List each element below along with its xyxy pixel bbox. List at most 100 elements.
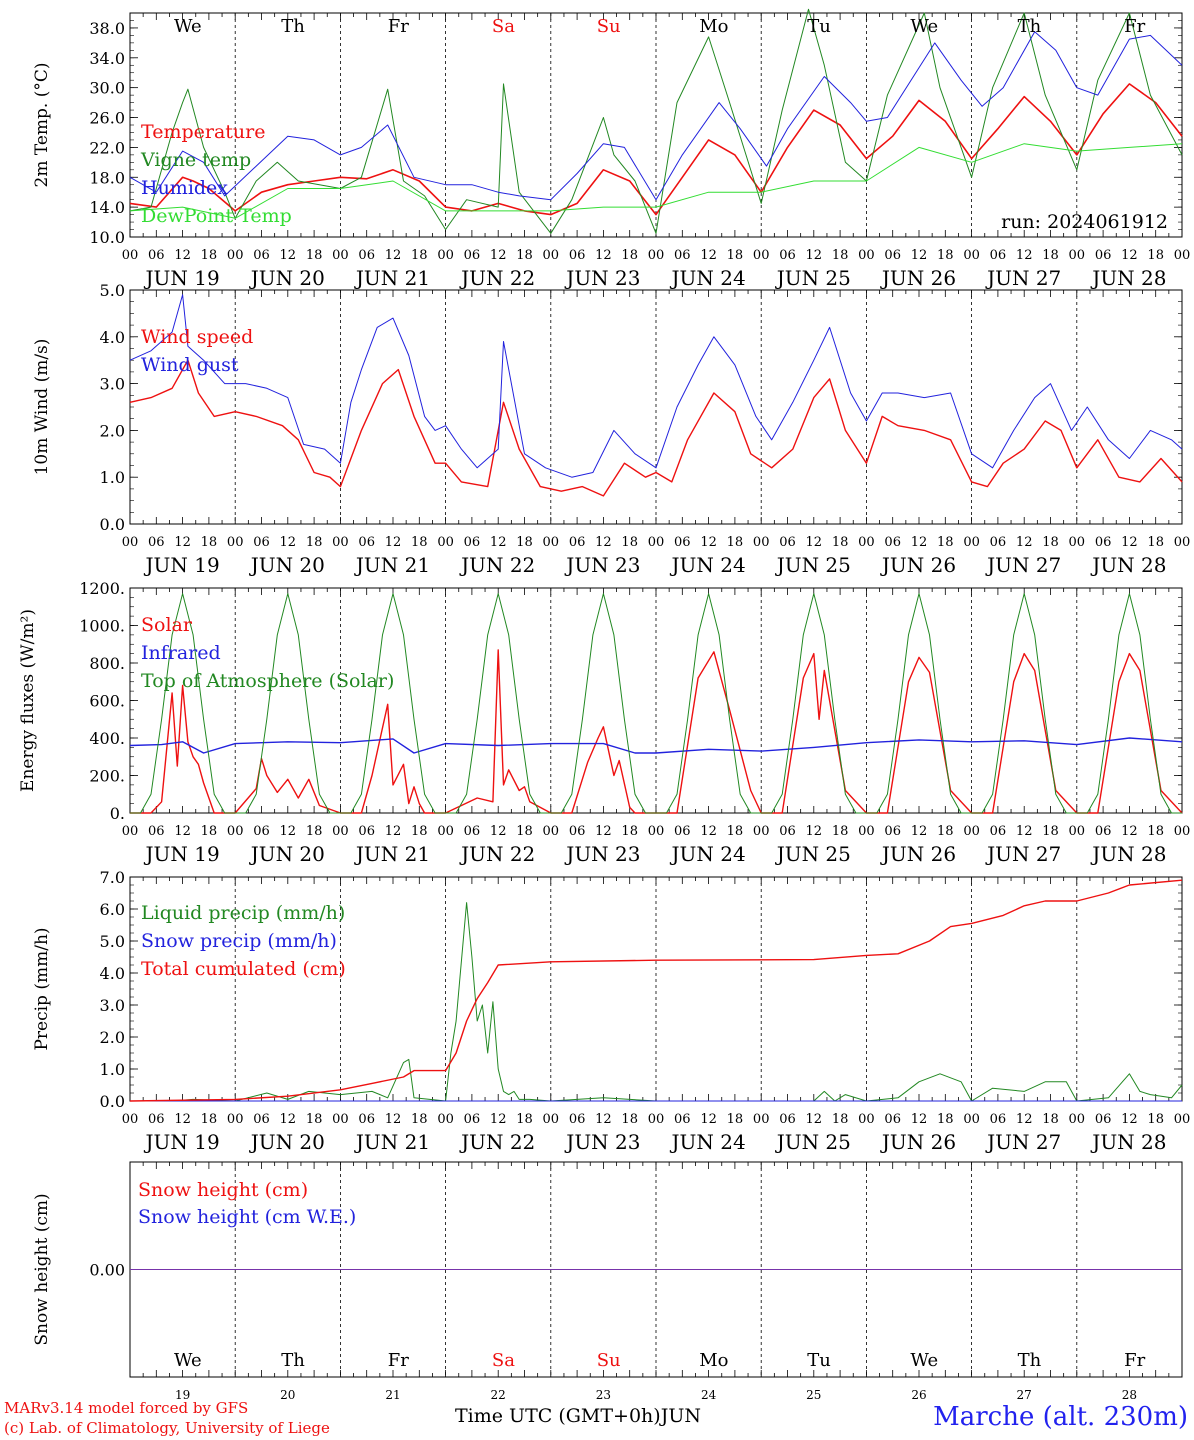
hour-tick-label: 00 [648,535,665,550]
panel-4: 0.0 1.0 2.0 3.0 4.0 5.0 6.0 7.0 Precip (mm/h) Liq… [32,868,1190,1154]
hour-tick-label: 18 [306,1112,323,1127]
hour-tick-label: 18 [727,535,744,550]
hour-tick-label: 12 [1016,1112,1033,1127]
hour-tick-label: 18 [832,1112,849,1127]
y-axis-label: Precip (mm/h) [32,927,52,1050]
hour-tick-label: 00 [1174,248,1191,263]
series-line [129,31,1183,201]
hour-tick-label: 06 [464,824,481,839]
series-line [129,83,1183,216]
day-number-label: 25 [806,1388,821,1402]
series-line [129,737,1183,754]
date-label: JUN 28 [1090,553,1166,577]
hour-tick-label: 06 [358,824,375,839]
hour-tick-label: 00 [437,535,454,550]
hour-tick-label: 00 [753,535,770,550]
hour-tick-label: 00 [1069,535,1086,550]
date-label: JUN 21 [354,842,430,866]
hour-tick-label: 12 [1016,824,1033,839]
weekday-label: We [174,1350,202,1371]
hour-tick-label: 18 [201,535,218,550]
weekday-label: Th [1018,16,1042,37]
hour-tick-label: 06 [358,248,375,263]
hour-tick-label: 06 [884,248,901,263]
legend-entry: Wind gust [141,354,239,376]
hour-tick-label: 00 [1069,824,1086,839]
legend-entry: Vigne temp [140,149,251,171]
hour-tick-label: 06 [1095,535,1112,550]
hour-tick-label: 00 [1174,535,1191,550]
weekday-label: Fr [388,1350,409,1371]
hour-tick-label: 12 [911,535,928,550]
y-tick-label: 10.0 [89,228,125,247]
hour-tick-label: 12 [595,248,612,263]
y-tick-label: 0.00 [89,1261,125,1280]
hour-tick-label: 18 [1147,824,1164,839]
weekday-label: Mo [699,16,728,37]
date-label: JUN 19 [144,1130,220,1154]
date-label: JUN 23 [564,842,640,866]
series-line [129,8,1183,234]
hour-tick-label: 18 [1042,535,1059,550]
hour-tick-label: 18 [1042,248,1059,263]
panel-5: 0.00 Snow height (cm) Snow height (cm) Snow… [32,1161,1183,1402]
hour-tick-label: 00 [858,824,875,839]
hour-tick-label: 18 [727,824,744,839]
date-label: JUN 22 [459,1130,535,1154]
day-number-label: 28 [1122,1388,1137,1402]
hour-tick-label: 12 [1121,824,1138,839]
hour-tick-label: 12 [806,248,823,263]
date-label: JUN 28 [1090,842,1166,866]
date-label: JUN 26 [880,842,956,866]
day-number-label: 27 [1017,1388,1032,1402]
weekday-label: Fr [388,16,409,37]
y-tick-label: 26.0 [89,109,125,128]
hour-tick-label: 00 [1174,1112,1191,1127]
day-number-label: 22 [491,1388,506,1402]
hour-tick-label: 18 [832,824,849,839]
series-line [129,294,1183,478]
hour-tick-label: 00 [648,1112,665,1127]
date-label: JUN 27 [985,266,1061,290]
hour-tick-label: 12 [490,535,507,550]
y-tick-label: 34.0 [89,49,125,68]
hour-tick-label: 00 [543,824,560,839]
hour-tick-label: 06 [884,1112,901,1127]
hour-tick-label: 06 [569,535,586,550]
hour-tick-label: 12 [174,535,191,550]
hour-tick-label: 00 [543,1112,560,1127]
hour-tick-label: 12 [174,1112,191,1127]
hour-tick-label: 12 [911,824,928,839]
weekday-label: Tu [807,1350,831,1371]
hour-tick-label: 18 [411,248,428,263]
date-label: JUN 24 [670,266,746,290]
day-number-label: 23 [596,1388,611,1402]
hour-tick-label: 12 [806,824,823,839]
hour-tick-label: 12 [1016,535,1033,550]
hour-tick-label: 18 [937,248,954,263]
hour-tick-label: 00 [963,824,980,839]
hour-tick-label: 12 [595,1112,612,1127]
legend-entry: Solar [141,614,193,636]
hour-tick-label: 06 [569,824,586,839]
hour-tick-label: 12 [700,248,717,263]
hour-tick-label: 06 [1095,824,1112,839]
y-tick-label: 1.0 [100,468,125,487]
hour-tick-label: 12 [700,1112,717,1127]
y-tick-label: 7.0 [100,868,125,887]
legend-entry: Snow height (cm) [138,1179,308,1201]
date-label: JUN 21 [354,553,430,577]
hour-tick-label: 06 [779,824,796,839]
hour-tick-label: 12 [490,1112,507,1127]
hour-tick-label: 00 [1069,1112,1086,1127]
hour-tick-label: 00 [332,535,349,550]
hour-tick-label: 00 [227,248,244,263]
hour-tick-label: 06 [884,535,901,550]
hour-tick-label: 18 [832,535,849,550]
y-axis-label: 2m Temp. (°C) [32,62,52,187]
hour-tick-label: 18 [937,535,954,550]
hour-tick-label: 18 [1147,248,1164,263]
date-label: JUN 25 [775,553,851,577]
hour-tick-label: 06 [990,824,1007,839]
